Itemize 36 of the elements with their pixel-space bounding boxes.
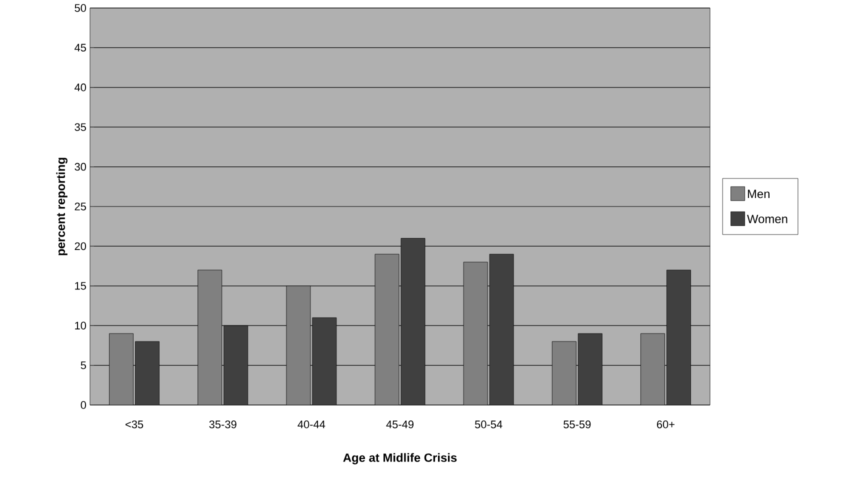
legend-label: Men bbox=[748, 190, 770, 198]
bar bbox=[135, 341, 160, 405]
bar bbox=[489, 254, 514, 405]
bar bbox=[552, 341, 576, 405]
y-tick-label: 15 bbox=[75, 282, 86, 290]
bar bbox=[286, 286, 311, 405]
y-tick-label: 25 bbox=[74, 202, 86, 210]
x-tick-label: 35-39 bbox=[209, 420, 236, 428]
bar bbox=[666, 270, 691, 405]
y-tick-label: 35 bbox=[74, 123, 86, 131]
y-tick-label: 20 bbox=[74, 242, 86, 250]
bar bbox=[312, 317, 337, 405]
bar bbox=[109, 333, 134, 405]
bar bbox=[224, 325, 248, 405]
x-tick-label: 45-49 bbox=[386, 420, 414, 428]
bar bbox=[198, 270, 222, 405]
x-tick-label: 50-54 bbox=[474, 420, 502, 428]
y-axis-title: percent reporting bbox=[56, 158, 68, 256]
bar bbox=[578, 333, 602, 405]
x-tick-label: 60+ bbox=[656, 420, 674, 428]
x-axis-title: Age at Midlife Crisis bbox=[343, 453, 457, 464]
y-tick-label: 30 bbox=[74, 162, 86, 171]
y-tick-label: 40 bbox=[74, 84, 86, 92]
y-tick-label: 45 bbox=[74, 44, 86, 52]
bar bbox=[400, 238, 426, 405]
x-tick-label: 55-59 bbox=[564, 420, 591, 428]
x-tick-label: <35 bbox=[126, 420, 144, 428]
y-tick-label: 0 bbox=[80, 401, 86, 409]
y-tick-label: 50 bbox=[74, 4, 86, 12]
legend-label: Women bbox=[747, 214, 788, 224]
x-tick-label: 40-44 bbox=[298, 420, 326, 428]
y-tick-label: 10 bbox=[75, 322, 86, 330]
bar bbox=[463, 262, 488, 405]
bar bbox=[374, 254, 400, 405]
bar bbox=[640, 333, 665, 405]
y-tick-label: 5 bbox=[80, 361, 86, 370]
